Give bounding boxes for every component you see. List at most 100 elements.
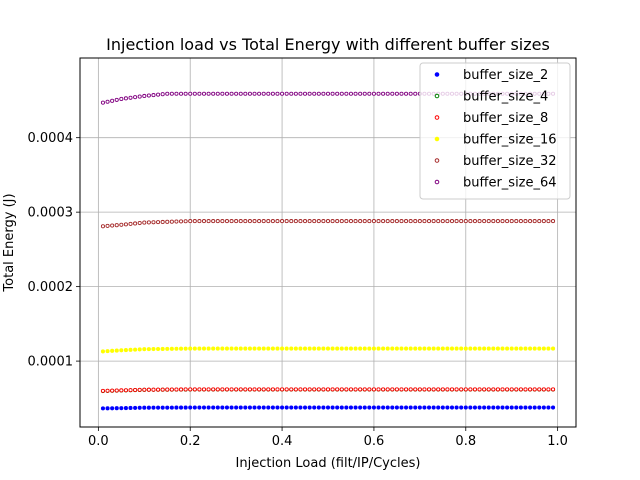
data-point: [280, 91, 285, 96]
data-point: [408, 387, 413, 392]
data-point: [523, 405, 528, 410]
data-point: [220, 346, 225, 351]
data-point: [169, 219, 174, 224]
data-point: [523, 387, 528, 392]
data-point: [119, 222, 124, 227]
data-point: [316, 387, 321, 392]
data-point: [110, 98, 115, 103]
data-point: [413, 405, 418, 410]
series-buffer_size_2: [100, 405, 556, 411]
data-point: [298, 219, 303, 224]
data-point: [247, 387, 252, 392]
data-point: [390, 91, 395, 96]
data-point: [307, 91, 312, 96]
data-point: [151, 347, 156, 352]
data-point: [128, 388, 133, 393]
data-point: [238, 387, 243, 392]
data-point: [404, 387, 409, 392]
data-point: [275, 405, 280, 410]
data-point: [165, 219, 170, 224]
data-point: [426, 219, 432, 224]
data-point: [376, 219, 381, 224]
data-point: [174, 405, 179, 410]
data-point: [385, 405, 390, 410]
data-point: [463, 346, 468, 351]
data-point: [238, 91, 243, 96]
data-point: [459, 387, 464, 392]
data-point: [234, 346, 239, 351]
data-point: [394, 219, 399, 224]
data-point: [100, 349, 106, 354]
data-point: [142, 220, 147, 225]
data-point: [280, 346, 285, 351]
data-point: [197, 387, 202, 392]
data-point: [408, 91, 413, 96]
data-point: [257, 346, 262, 351]
data-point: [183, 91, 188, 96]
data-point: [293, 346, 298, 351]
data-point: [224, 346, 230, 351]
data-point: [169, 91, 174, 96]
data-point: [431, 387, 436, 392]
data-point: [123, 406, 128, 411]
data-point: [151, 387, 156, 392]
data-point: [417, 219, 422, 224]
data-point: [298, 387, 303, 392]
data-point: [376, 91, 381, 96]
axis-ticks: 0.0 0.2 0.4 0.6 0.8 1.0 0.0001 0.0002 0.0003 0.00…: [28, 131, 568, 449]
data-point: [114, 348, 119, 353]
data-point: [358, 91, 363, 96]
data-point: [114, 388, 119, 393]
data-point: [404, 405, 409, 410]
data-point: [110, 223, 115, 228]
data-point: [312, 405, 317, 410]
data-point: [348, 405, 354, 410]
legend-label: buffer_size_64: [463, 176, 557, 191]
x-tick-label: 1.0: [547, 434, 568, 449]
data-point: [550, 387, 556, 392]
data-point: [422, 387, 427, 392]
data-point: [169, 346, 174, 351]
data-point: [399, 387, 404, 392]
data-point: [449, 346, 455, 351]
data-point: [114, 406, 119, 411]
data-point: [362, 219, 367, 224]
data-point: [371, 405, 376, 410]
data-point: [399, 346, 404, 351]
data-point: [509, 387, 514, 392]
data-point: [211, 405, 216, 410]
data-point: [298, 346, 303, 351]
data-point: [206, 387, 211, 392]
data-point: [381, 346, 386, 351]
data-point: [137, 387, 142, 392]
legend: buffer_size_2 buffer_size_4 buffer_size_8b…: [419, 62, 571, 200]
data-point: [165, 387, 170, 392]
x-tick-label: 0.4: [272, 434, 293, 449]
data-point: [174, 91, 179, 96]
data-point: [142, 347, 147, 352]
data-point: [289, 219, 294, 224]
data-point: [224, 387, 230, 392]
data-point: [289, 405, 294, 410]
data-point: [325, 405, 331, 410]
data-point: [160, 387, 165, 392]
data-point: [188, 405, 193, 410]
data-point: [178, 91, 184, 96]
data-point: [495, 346, 500, 351]
data-point: [146, 220, 151, 225]
data-point: [266, 219, 271, 224]
data-point: [445, 219, 450, 224]
data-point: [353, 91, 358, 96]
data-point: [321, 405, 326, 410]
legend-label: buffer_size_16: [463, 133, 557, 148]
data-point: [183, 346, 188, 351]
data-point: [270, 346, 275, 351]
data-point: [348, 387, 354, 392]
data-point: [500, 405, 505, 410]
data-point: [261, 346, 266, 351]
data-point: [110, 388, 115, 393]
data-point: [234, 91, 239, 96]
data-point: [289, 91, 294, 96]
series-buffer_size_16: [100, 346, 556, 354]
data-point: [270, 387, 275, 392]
